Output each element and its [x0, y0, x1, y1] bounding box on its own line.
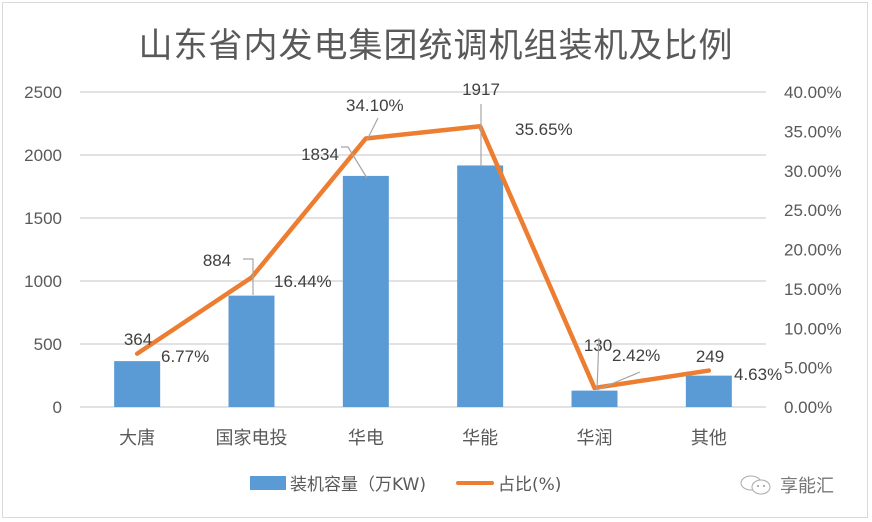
bar-value-label: 884 — [203, 251, 231, 270]
category-label: 华润 — [577, 428, 613, 449]
leader-line — [596, 371, 641, 391]
line-value-label: 2.42% — [612, 346, 660, 365]
right-axis-tick: 10.00% — [784, 319, 842, 338]
line-value-label: 16.44% — [274, 272, 332, 291]
left-axis-tick: 2000 — [24, 146, 62, 165]
right-axis-tick: 5.00% — [784, 359, 832, 378]
bar — [571, 390, 618, 407]
right-axis-tick: 25.00% — [784, 201, 842, 220]
bar — [685, 375, 732, 407]
legend-line-swatch — [455, 480, 494, 485]
bar-value-label: 249 — [696, 347, 724, 366]
line-value-label: 35.65% — [515, 120, 573, 139]
right-axis-tick: 20.00% — [784, 241, 842, 260]
bar — [114, 361, 161, 407]
left-axis-tick: 2500 — [24, 83, 62, 102]
left-axis-tick: 0 — [53, 398, 62, 417]
bar-value-label: 364 — [124, 330, 152, 349]
bar-value-label: 1917 — [462, 80, 500, 99]
leader-line — [341, 146, 368, 179]
watermark-text: 享能汇 — [780, 476, 834, 497]
category-label: 华能 — [462, 428, 498, 449]
bar — [457, 165, 504, 407]
legend-bar-label: 装机容量（万KW) — [290, 475, 426, 495]
line-value-label: 4.63% — [734, 365, 782, 384]
line-value-label: 6.77% — [161, 347, 209, 366]
leader-line — [596, 337, 600, 391]
bar — [342, 175, 389, 407]
right-axis-tick: 0.00% — [784, 398, 832, 417]
right-axis-tick: 15.00% — [784, 280, 842, 299]
leader-line — [243, 258, 254, 295]
legend-line-label: 占比(%) — [497, 475, 562, 495]
legend-bar-swatch — [250, 475, 286, 490]
leader-line — [366, 117, 379, 141]
category-label: 大唐 — [119, 428, 155, 449]
watermark: 享能汇 — [738, 472, 834, 498]
right-axis-tick: 30.00% — [784, 162, 842, 181]
category-label: 其他 — [691, 428, 727, 449]
left-axis-tick: 500 — [34, 335, 62, 354]
category-label: 华电 — [348, 428, 384, 449]
bar-value-label: 1834 — [301, 145, 339, 164]
category-label: 国家电投 — [216, 428, 288, 449]
left-axis-tick: 1500 — [24, 209, 62, 228]
wechat-icon — [740, 475, 771, 495]
line-value-label: 34.10% — [346, 96, 404, 115]
right-axis-tick: 40.00% — [784, 83, 842, 102]
bar-value-label: 130 — [584, 336, 612, 355]
legend: 装机容量（万KW) 占比(%) — [250, 470, 561, 495]
right-axis-tick: 35.00% — [784, 122, 842, 141]
share-line — [134, 124, 712, 391]
bar — [228, 295, 275, 407]
left-axis-tick: 1000 — [24, 272, 62, 291]
chart-title: 山东省内发电集团统调机组装机及比例 — [138, 26, 734, 66]
